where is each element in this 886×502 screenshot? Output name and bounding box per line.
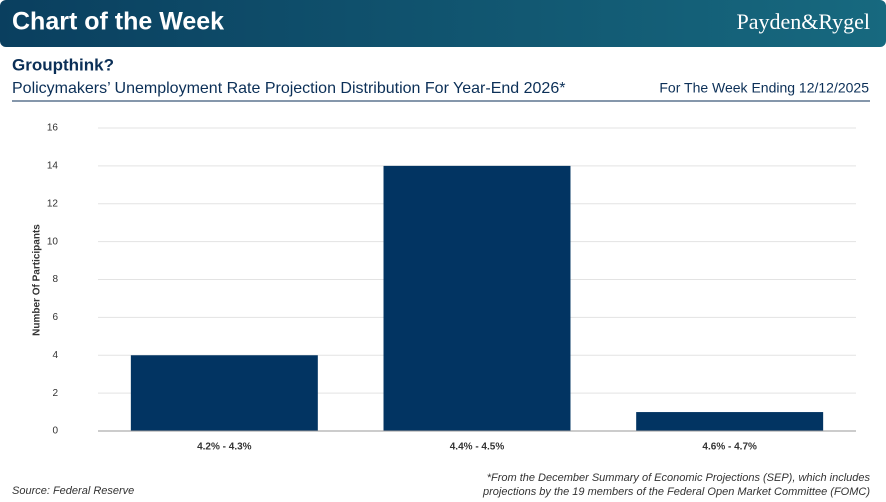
bar [130, 355, 318, 431]
banner-title: Chart of the Week [12, 8, 224, 36]
footnote: projections by the 19 members of the Fed… [482, 486, 870, 498]
y-tick-label: 2 [52, 388, 58, 399]
source: Source: Federal Reserve [12, 485, 134, 497]
y-tick-label: 4 [52, 350, 58, 361]
bar [636, 412, 824, 431]
y-axis-label: Number Of Participants [32, 224, 43, 336]
chart-title: Groupthink? [12, 55, 114, 74]
x-tick-label: 4.4% - 4.5% [450, 442, 505, 453]
y-tick-label: 14 [47, 161, 59, 172]
y-tick-label: 16 [47, 123, 59, 134]
y-tick-label: 10 [47, 236, 59, 247]
y-tick-label: 12 [47, 198, 59, 209]
y-tick-label: 0 [52, 426, 58, 437]
x-tick-label: 4.6% - 4.7% [702, 442, 757, 453]
date-note: For The Week Ending 12/12/2025 [659, 80, 869, 96]
plot: 0 2 4 6 8 10 12 14 16 4.2% - 4.3% 4.4% - 4.5% 4.6% … [47, 123, 856, 453]
banner [0, 0, 886, 47]
logo: Payden&Rygel [736, 9, 870, 34]
chart-subtitle: Policymakers’ Unemployment Rate Projecti… [12, 80, 565, 97]
x-tick-label: 4.2% - 4.3% [197, 442, 252, 453]
y-tick-label: 6 [52, 312, 58, 323]
footnote: *From the December Summary of Economic P… [487, 472, 871, 484]
y-tick-label: 8 [52, 274, 58, 285]
bar [383, 165, 571, 431]
